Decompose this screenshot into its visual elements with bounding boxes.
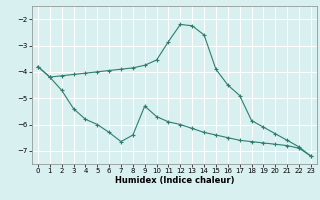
X-axis label: Humidex (Indice chaleur): Humidex (Indice chaleur) [115,176,234,185]
